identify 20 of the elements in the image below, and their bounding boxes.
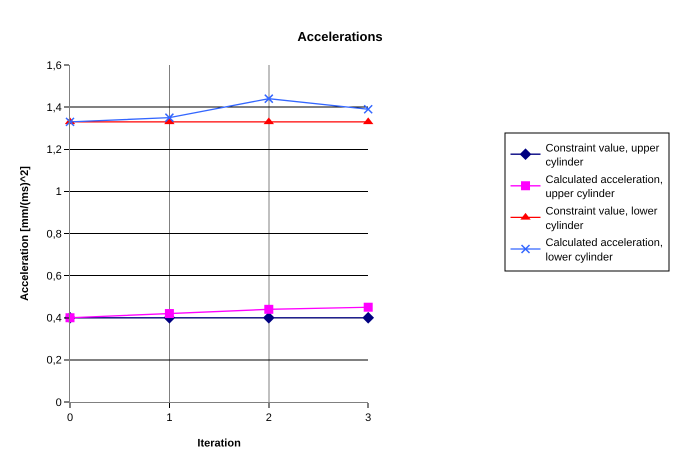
y-tick-label: 1,2 (46, 144, 62, 156)
chart-title: Accelerations (297, 29, 383, 44)
legend-label: Constraint value, lower cylinder (546, 206, 658, 232)
x-tick-label: 3 (365, 412, 372, 424)
y-tick-label: 1,4 (46, 102, 62, 114)
y-tick-label: 0,4 (46, 312, 62, 325)
y-tick-label: 0 (56, 396, 62, 409)
y-tick-label: 0,6 (46, 270, 62, 282)
x-axis-title: Iteration (197, 437, 242, 450)
y-axis-title: Acceleration [mm/(ms)^2] (19, 166, 32, 301)
y-tick-label: 0,8 (46, 228, 62, 240)
legend-label: Constraint value, upper cylinder (546, 142, 660, 169)
y-tick-label: 1 (56, 186, 62, 198)
x-tick-label: 1 (166, 412, 172, 424)
legend-label: Calculated acceleration, lower cylinder (546, 237, 663, 264)
x-tick-label: 2 (266, 412, 272, 424)
x-tick-label: 0 (66, 412, 74, 424)
y-tick-label: 0,2 (46, 354, 62, 367)
legend-label: Calculated acceleration, upper cylinder (546, 174, 663, 200)
y-tick-label: 1,6 (46, 60, 62, 72)
